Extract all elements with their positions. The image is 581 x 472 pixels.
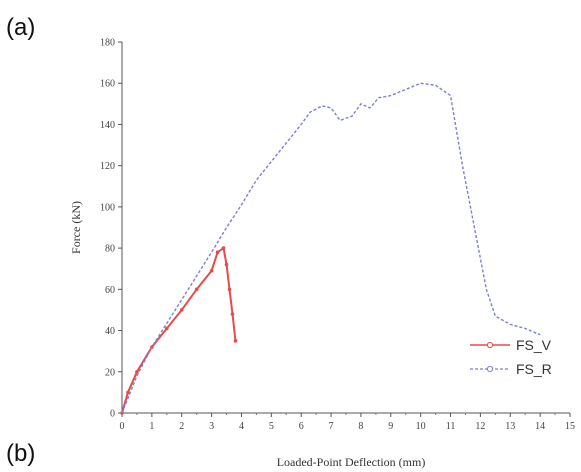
y-tick-label: 20 [105, 367, 115, 378]
x-tick-label: 15 [565, 421, 575, 432]
data-point-fs-v [194, 287, 199, 292]
data-point-fs-v [221, 246, 226, 250]
x-tick-label: 7 [329, 421, 334, 432]
legend: FS_V FS_R [470, 337, 552, 377]
x-tick-label: 14 [535, 421, 545, 432]
x-tick-label: 6 [299, 421, 304, 432]
x-tick-label: 0 [120, 421, 125, 432]
series-line-fs-r [121, 82, 541, 414]
y-tick-label: 160 [100, 79, 115, 90]
data-point-fs-v [224, 262, 229, 267]
data-point-fs-v [126, 390, 130, 395]
x-tick-label: 5 [269, 421, 274, 432]
x-tick-label: 11 [446, 421, 456, 432]
panel-label-b: (b) [6, 440, 36, 467]
x-tick-label: 2 [179, 421, 184, 432]
x-tick-label: 12 [475, 421, 485, 432]
y-tick-label: 120 [100, 161, 115, 172]
x-tick-label: 1 [149, 421, 154, 432]
x-tick-label: 13 [505, 421, 515, 432]
x-tick-label: 3 [209, 421, 214, 432]
x-axis-title: Loaded-Point Deflection (mm) [277, 455, 426, 469]
series-line-fs-v [121, 246, 237, 414]
legend-label-fs-v: FS_V [516, 337, 552, 353]
data-point-fs-v [209, 268, 214, 273]
data-point-fs-v [230, 312, 235, 316]
x-tick-label: 9 [388, 421, 393, 432]
data-point-fs-v [227, 287, 232, 292]
y-tick-label: 40 [105, 326, 115, 337]
axes [121, 42, 570, 414]
legend-marker-fs-r [486, 365, 494, 373]
x-tick-label: 8 [358, 421, 363, 432]
y-tick-label: 60 [105, 285, 115, 296]
y-tick-label: 180 [100, 38, 115, 49]
data-point-fs-v [179, 308, 184, 312]
series-group [120, 82, 541, 415]
y-tick-label: 140 [100, 120, 115, 131]
x-tick-label: 10 [416, 421, 426, 432]
y-tick-label: 0 [110, 409, 115, 420]
data-point-fs-v [215, 250, 220, 255]
panel-label-a: (a) [6, 14, 36, 41]
y-axis-title: Force (kN) [69, 201, 83, 254]
data-point-fs-v [165, 326, 169, 331]
data-point-fs-v [233, 339, 238, 343]
y-tick-label: 80 [105, 244, 115, 255]
data-point-fs-v [135, 369, 139, 374]
tick-marks: 0 1 2 3 4 5 6 7 8 9 10 11 12 13 14 15020406080100120140… [100, 38, 575, 433]
x-tick-label: 4 [239, 421, 244, 432]
y-tick-label: 100 [100, 202, 115, 213]
legend-marker-fs-v [486, 341, 494, 349]
legend-label-fs-r: FS_R [516, 361, 552, 377]
